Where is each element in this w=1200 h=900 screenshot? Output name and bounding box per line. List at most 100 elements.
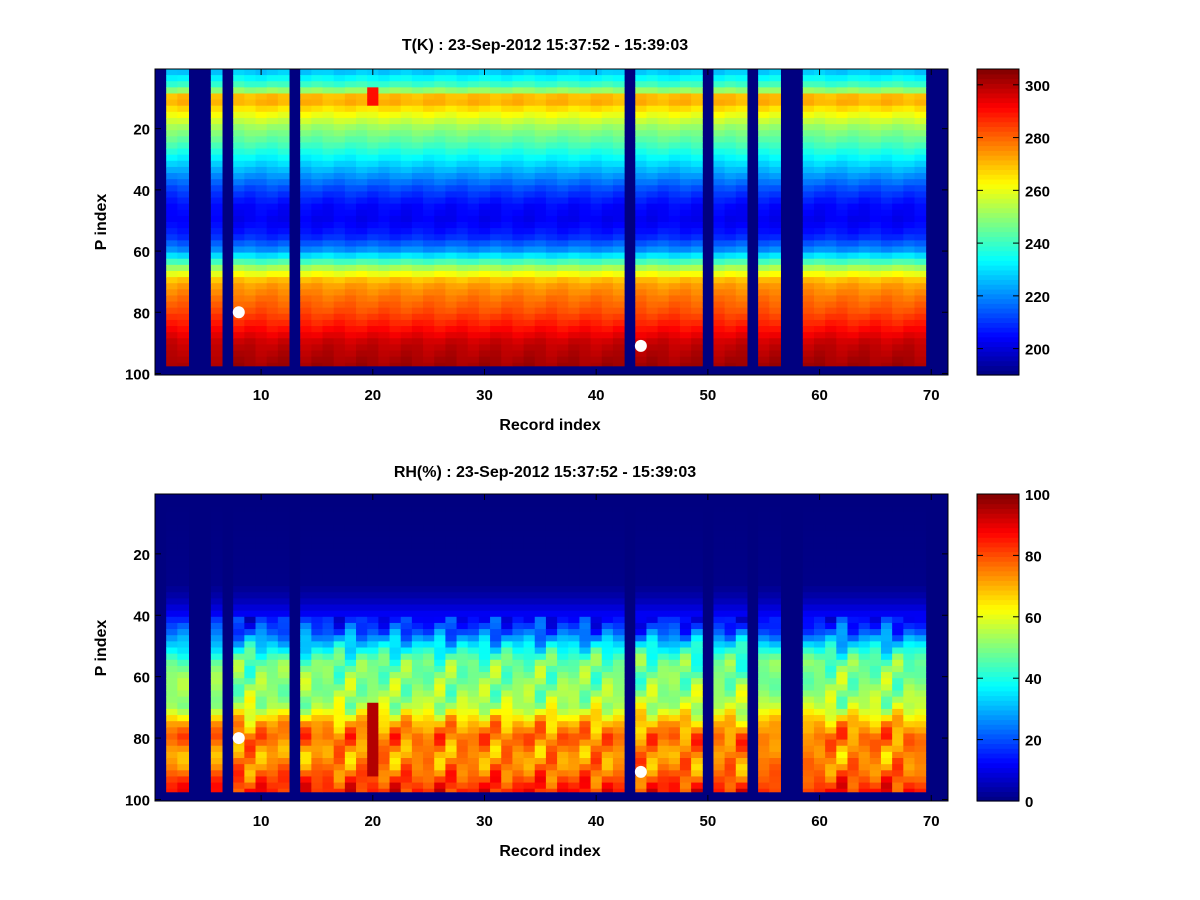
heatmap-cell <box>523 362 536 367</box>
heatmap-cell <box>490 678 502 685</box>
heatmap-cell <box>590 567 603 575</box>
heatmap-cell <box>467 622 480 630</box>
heatmap-cell <box>601 240 614 247</box>
heatmap-cell <box>512 610 525 618</box>
heatmap-cell <box>490 512 502 520</box>
heatmap-cell <box>478 684 491 691</box>
heatmap-cell <box>858 332 871 339</box>
heatmap-cell <box>411 684 424 691</box>
heatmap-cell <box>467 788 480 793</box>
heatmap-cell <box>322 616 335 624</box>
heatmap-cell <box>713 111 726 119</box>
heatmap-cell <box>333 598 346 606</box>
heatmap-cell <box>400 635 413 642</box>
heatmap-cell <box>322 635 335 642</box>
heatmap-cell <box>668 356 681 364</box>
heatmap-cell <box>434 764 446 771</box>
heatmap-cell <box>367 185 379 192</box>
heatmap-cell <box>445 93 458 101</box>
heatmap-cell <box>858 209 871 217</box>
heatmap-cell <box>344 788 357 793</box>
heatmap-cell <box>389 69 402 76</box>
heatmap-cell <box>400 665 413 673</box>
heatmap-cell <box>244 782 257 790</box>
heatmap-cell <box>545 616 558 624</box>
heatmap-cell <box>501 326 513 333</box>
heatmap-cell <box>166 203 178 211</box>
heatmap-cell <box>322 289 335 296</box>
heatmap-cell <box>277 518 290 526</box>
heatmap-cell <box>277 344 290 352</box>
heatmap-cell <box>300 665 312 673</box>
heatmap-cell <box>813 130 826 137</box>
heatmap-cell <box>657 776 670 784</box>
heatmap-cell <box>802 173 815 180</box>
heatmap-cell <box>858 215 871 223</box>
colorbar-segment <box>977 183 1019 190</box>
heatmap-cell <box>568 191 580 199</box>
heatmap-cell <box>758 69 770 76</box>
heatmap-cell <box>344 782 357 790</box>
heatmap-cell <box>456 264 469 272</box>
heatmap-cell <box>769 117 781 125</box>
heatmap-cell <box>210 696 223 704</box>
heatmap-cell <box>612 770 625 777</box>
heatmap-cell <box>344 319 357 327</box>
heatmap-cell <box>434 494 446 501</box>
heatmap-cell <box>579 592 592 599</box>
heatmap-cell <box>769 264 781 272</box>
heatmap-cell <box>691 209 703 217</box>
heatmap-cell <box>557 776 569 784</box>
heatmap-cell <box>177 616 190 624</box>
heatmap-cell <box>501 573 513 581</box>
heatmap-cell <box>568 696 580 704</box>
heatmap-cell <box>300 338 312 345</box>
heatmap-cell <box>490 641 502 648</box>
heatmap-cell <box>880 142 893 150</box>
heatmap-cell <box>277 788 290 793</box>
heatmap-cell <box>568 616 580 624</box>
heatmap-cell <box>333 586 346 593</box>
heatmap-cell <box>523 788 536 793</box>
heatmap-cell <box>244 573 257 581</box>
heatmap-cell <box>467 555 480 563</box>
heatmap-cell <box>434 203 446 211</box>
heatmap-cell <box>858 277 871 284</box>
heatmap-cell <box>534 561 547 569</box>
heatmap-cell <box>635 111 647 119</box>
heatmap-cell <box>825 142 837 150</box>
heatmap-cell <box>400 543 413 550</box>
heatmap-cell <box>534 678 547 685</box>
heatmap-cell <box>344 283 357 290</box>
heatmap-cell <box>266 362 279 367</box>
heatmap-cell <box>813 87 826 94</box>
heatmap-cell <box>277 289 290 296</box>
heatmap-cell <box>769 295 781 303</box>
heatmap-cell <box>445 326 458 333</box>
heatmap-cell <box>914 289 927 296</box>
heatmap-cell <box>166 81 178 88</box>
heatmap-cell <box>378 270 391 278</box>
heatmap-cell <box>400 75 413 82</box>
heatmap-cell <box>467 356 480 364</box>
heatmap-cell <box>813 154 826 162</box>
heatmap-cell <box>679 166 692 174</box>
heatmap-cell <box>389 672 402 679</box>
heatmap-cell <box>758 295 770 303</box>
heatmap-cell <box>311 215 324 223</box>
heatmap-cell <box>568 665 580 673</box>
heatmap-cell <box>244 543 257 550</box>
heatmap-cell <box>568 770 580 777</box>
heatmap-cell <box>802 338 815 345</box>
heatmap-cell <box>177 307 190 315</box>
heatmap-cell <box>612 782 625 790</box>
heatmap-cell <box>769 338 781 345</box>
colorbar-segment <box>977 336 1019 343</box>
heatmap-cell <box>668 295 681 303</box>
heatmap-cell <box>367 788 379 793</box>
heatmap-cell <box>523 203 536 211</box>
heatmap-cell <box>668 69 681 76</box>
heatmap-cell <box>378 252 391 260</box>
heatmap-cell <box>389 362 402 367</box>
heatmap-cell <box>311 776 324 784</box>
